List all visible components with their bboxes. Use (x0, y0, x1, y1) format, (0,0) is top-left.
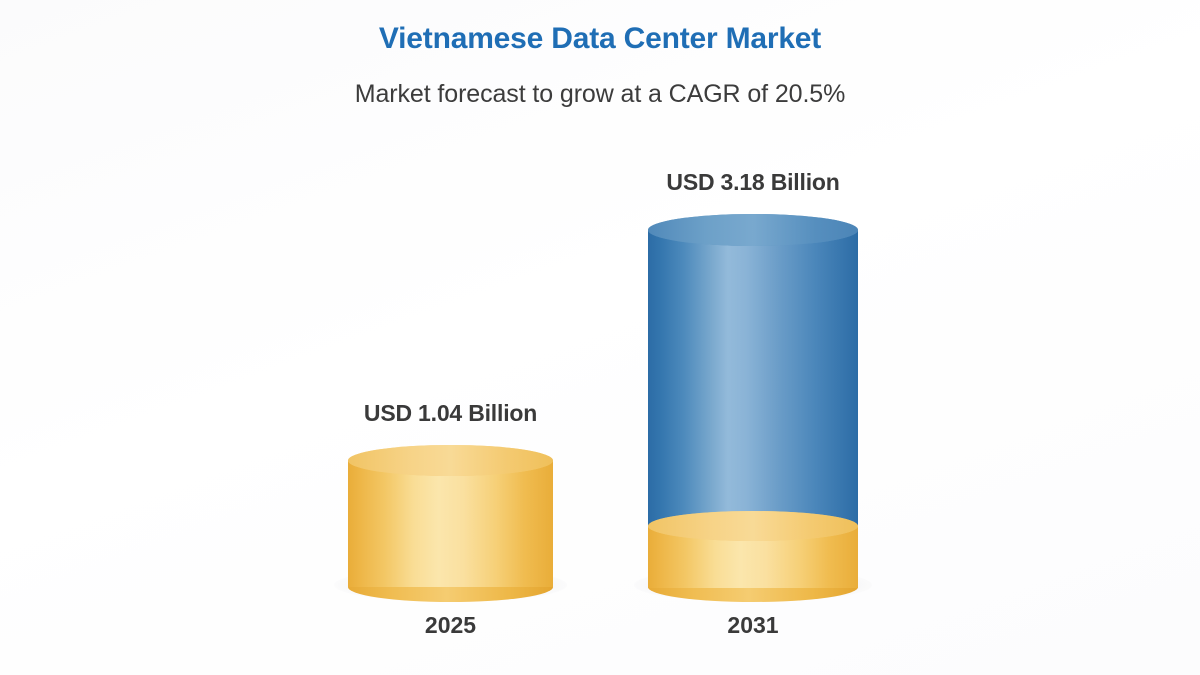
cylinder-2031-top-cap (648, 214, 858, 246)
cylinder-2031-top-cap-sheen (648, 214, 858, 246)
cylinder-2031[interactable] (648, 214, 858, 602)
category-label-2031: 2031 (727, 612, 779, 638)
cylinder-2025-top-cap (348, 445, 553, 476)
value-label-2025: USD 1.04 Billion (363, 400, 538, 426)
value-label-2031: USD 3.18 Billion (666, 169, 840, 195)
bar-group-2031: USD 3.18 Billion (634, 150, 872, 650)
cylinder-2025-body (348, 460, 553, 587)
chart-subtitle: Market forecast to grow at a CAGR of 20.… (354, 80, 846, 108)
cylinder-2025-top-cap-sheen (348, 445, 553, 476)
cylinder-2031-blue-body (648, 230, 858, 526)
cylinder-2031-junction-cap (648, 511, 858, 541)
cylinder-2031-junction-cap-sheen (648, 511, 858, 541)
bar-group-2025: USD 1.04 Billion 2025 (334, 150, 567, 650)
category-label-2025: 2025 (424, 612, 477, 638)
cylinder-2025[interactable] (348, 445, 553, 602)
chart-title: Vietnamese Data Center Market (378, 22, 822, 55)
